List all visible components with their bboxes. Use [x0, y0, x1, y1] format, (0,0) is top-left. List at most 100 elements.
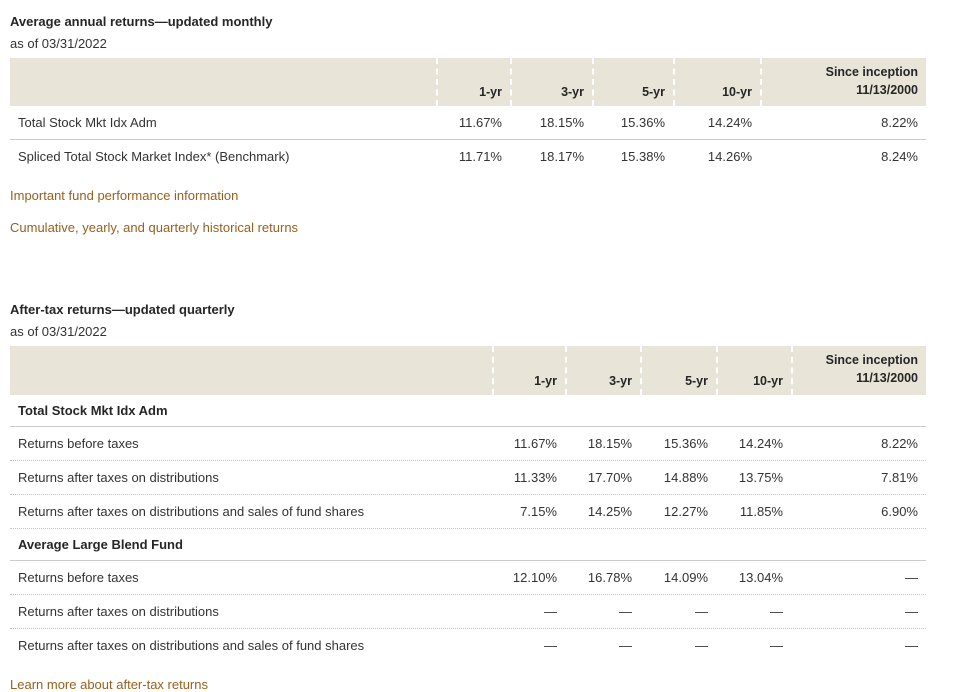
value-3yr: 14.25%: [587, 503, 632, 519]
value-1yr: 11.71%: [458, 149, 502, 165]
column-header-1yr: 1-yr: [436, 58, 510, 107]
column-header-since-inception: Since inception 11/13/2000: [791, 346, 926, 395]
table-row-before-taxes: Returns before taxes 11.67% 18.15% 15.36…: [10, 427, 926, 460]
value-5yr: 15.36%: [620, 115, 665, 131]
average-annual-returns-section: Average annual returns—updated monthly a…: [10, 14, 926, 235]
value-10yr: 14.24%: [707, 115, 752, 131]
historical-returns-link[interactable]: Cumulative, yearly, and quarterly histor…: [10, 220, 299, 236]
value-since-inception: —: [905, 569, 918, 585]
value-5yr: 15.38%: [620, 149, 665, 165]
value-3yr: —: [619, 603, 632, 619]
column-header-5yr: 5-yr: [592, 58, 673, 107]
empty-cell: [492, 529, 565, 560]
row-label: Returns after taxes on distributions and…: [18, 503, 365, 519]
annual-table-header-row: 1-yr 3-yr 5-yr 10-yr Since inception 11/…: [10, 58, 926, 107]
benchmark-name-cell: Spliced Total Stock Market Index* (Bench…: [18, 149, 290, 165]
empty-cell: [565, 395, 640, 426]
column-header-fund-name: [10, 346, 492, 395]
group-name-cell: Average Large Blend Fund: [18, 536, 183, 552]
table-row-before-taxes: Returns before taxes 12.10% 16.78% 14.09…: [10, 561, 926, 594]
inception-date-label: 11/13/2000: [856, 83, 918, 98]
value-3yr: 18.17%: [539, 149, 584, 165]
table-row-after-taxes-sales: Returns after taxes on distributions and…: [10, 627, 926, 662]
value-1yr: 11.67%: [513, 435, 557, 451]
table-row-after-taxes-distributions: Returns after taxes on distributions — —…: [10, 593, 926, 628]
column-header-10yr: 10-yr: [673, 58, 760, 107]
empty-cell: [640, 529, 716, 560]
value-5yr: 12.27%: [663, 503, 708, 519]
value-10yr: —: [770, 637, 783, 653]
column-header-since-inception: Since inception 11/13/2000: [760, 58, 926, 107]
table-row-benchmark: Spliced Total Stock Market Index* (Bench…: [10, 139, 926, 173]
after-tax-returns-title: After-tax returns—updated quarterly: [10, 302, 235, 318]
value-3yr: —: [619, 637, 632, 653]
row-label: Returns before taxes: [18, 435, 139, 451]
column-header-fund-name: [10, 58, 436, 107]
since-inception-label: Since inception: [825, 65, 918, 79]
after-tax-returns-section: After-tax returns—updated quarterly as o…: [10, 302, 926, 692]
learn-more-after-tax-link[interactable]: Learn more about after-tax returns: [10, 676, 208, 692]
column-header-10yr: 10-yr: [716, 346, 791, 395]
value-5yr: 14.88%: [663, 469, 708, 485]
table-row-fund: Total Stock Mkt Idx Adm 11.67% 18.15% 15…: [10, 106, 926, 139]
value-3yr: 16.78%: [587, 569, 632, 585]
value-since-inception: —: [905, 637, 918, 653]
value-1yr: —: [544, 603, 557, 619]
after-tax-table-header-row: 1-yr 3-yr 5-yr 10-yr Since inception 11/…: [10, 346, 926, 395]
value-3yr: 18.15%: [539, 115, 584, 131]
annual-returns-table: 1-yr 3-yr 5-yr 10-yr Since inception 11/…: [10, 58, 926, 173]
annual-links: Important fund performance information C…: [10, 188, 926, 235]
empty-cell: [492, 395, 565, 426]
value-since-inception: 8.24%: [881, 149, 918, 165]
column-header-1yr: 1-yr: [492, 346, 565, 395]
inception-date-label: 11/13/2000: [856, 371, 918, 386]
value-1yr: 7.15%: [520, 503, 557, 519]
value-since-inception: 7.81%: [881, 469, 918, 485]
fund-performance-info-link[interactable]: Important fund performance information: [10, 188, 239, 204]
group-name-cell: Total Stock Mkt Idx Adm: [18, 402, 168, 418]
column-header-3yr: 3-yr: [565, 346, 640, 395]
value-10yr: 11.85%: [739, 503, 783, 519]
empty-cell: [791, 395, 926, 426]
row-label: Returns after taxes on distributions and…: [18, 637, 365, 653]
row-label: Returns after taxes on distributions: [18, 603, 219, 619]
value-since-inception: 6.90%: [881, 503, 918, 519]
value-10yr: 13.75%: [738, 469, 783, 485]
value-5yr: 15.36%: [663, 435, 708, 451]
empty-cell: [716, 529, 791, 560]
table-row-after-taxes-sales: Returns after taxes on distributions and…: [10, 493, 926, 528]
row-label: Returns after taxes on distributions: [18, 469, 219, 485]
fund-name-cell: Total Stock Mkt Idx Adm: [18, 115, 157, 131]
fund-performance-page: Average annual returns—updated monthly a…: [10, 0, 926, 692]
value-5yr: —: [695, 603, 708, 619]
group-header-row-fund: Total Stock Mkt Idx Adm: [10, 395, 926, 427]
empty-cell: [640, 395, 716, 426]
value-3yr: 18.15%: [587, 435, 632, 451]
value-since-inception: 8.22%: [881, 435, 918, 451]
value-since-inception: —: [905, 603, 918, 619]
value-1yr: 11.33%: [513, 469, 557, 485]
value-10yr: 14.26%: [707, 149, 752, 165]
value-10yr: 13.04%: [738, 569, 783, 585]
empty-cell: [791, 529, 926, 560]
value-1yr: 11.67%: [458, 115, 502, 131]
group-header-row-average-fund: Average Large Blend Fund: [10, 527, 926, 561]
value-10yr: —: [770, 603, 783, 619]
empty-cell: [565, 529, 640, 560]
table-row-after-taxes-distributions: Returns after taxes on distributions 11.…: [10, 459, 926, 494]
value-5yr: 14.09%: [663, 569, 708, 585]
row-label: Returns before taxes: [18, 569, 139, 585]
annual-as-of-date: as of 03/31/2022: [10, 36, 107, 51]
empty-cell: [716, 395, 791, 426]
value-5yr: —: [695, 637, 708, 653]
since-inception-label: Since inception: [825, 353, 918, 368]
after-tax-returns-table: 1-yr 3-yr 5-yr 10-yr Since inception 11/…: [10, 346, 926, 661]
value-1yr: —: [544, 637, 557, 653]
column-header-5yr: 5-yr: [640, 346, 716, 395]
value-3yr: 17.70%: [587, 469, 632, 485]
value-1yr: 12.10%: [512, 569, 557, 585]
after-tax-as-of-date: as of 03/31/2022: [10, 324, 107, 340]
value-10yr: 14.24%: [738, 435, 783, 451]
section-spacer: [10, 252, 926, 296]
column-header-3yr: 3-yr: [510, 58, 592, 107]
